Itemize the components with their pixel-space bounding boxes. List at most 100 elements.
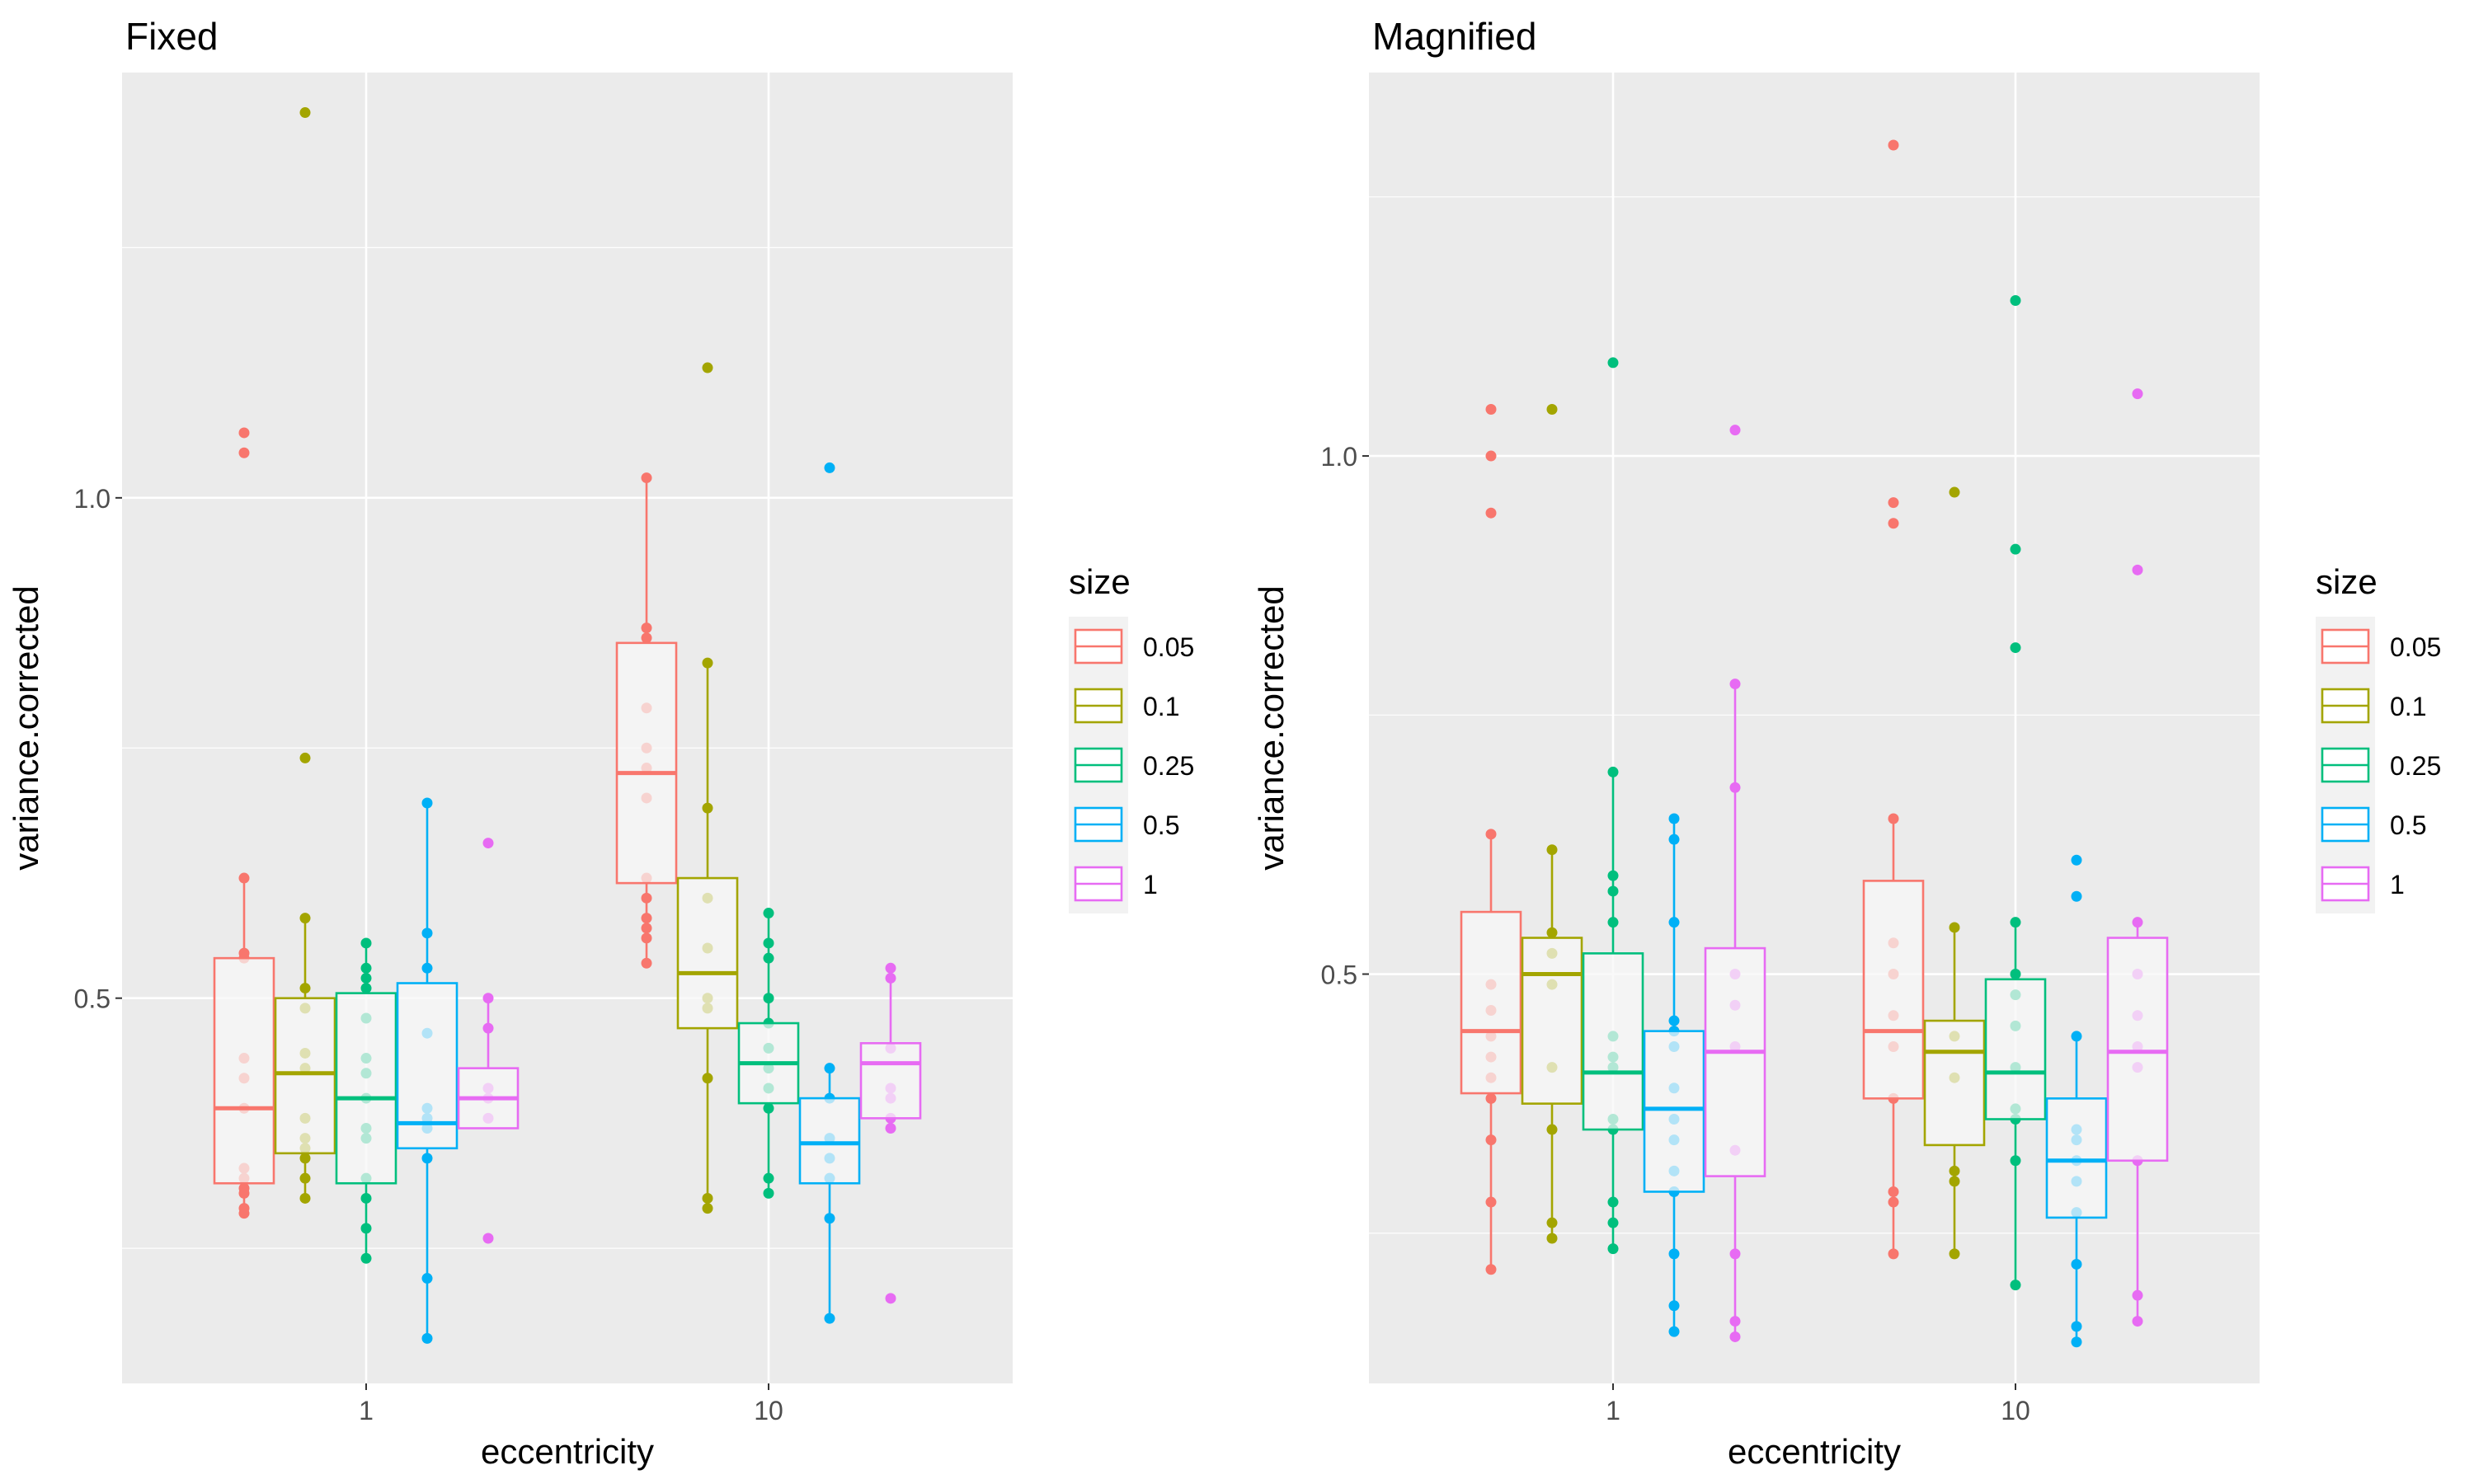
- data-point: [763, 1102, 774, 1114]
- data-point: [1888, 1186, 1899, 1197]
- data-point: [299, 1172, 311, 1184]
- data-point: [482, 993, 494, 1004]
- legend-item: 1: [1069, 854, 1158, 913]
- data-point: [2071, 854, 2082, 866]
- legend-item: 1: [2316, 854, 2405, 913]
- box: [798, 1097, 861, 1185]
- legend-label: 0.1: [2390, 692, 2426, 721]
- data-point: [1729, 1331, 1741, 1342]
- box-group: [2106, 388, 2169, 1327]
- data-point: [763, 993, 774, 1004]
- data-point: [641, 957, 652, 969]
- data-point: [641, 913, 652, 924]
- data-point: [299, 1192, 311, 1204]
- x-axis: 1 10: [1606, 1383, 2030, 1425]
- box-group: [2045, 854, 2108, 1348]
- legend-item: 0.5: [1069, 795, 1179, 854]
- data-point: [2071, 1321, 2082, 1332]
- data-point: [360, 962, 372, 974]
- data-point: [1546, 403, 1558, 415]
- legend-label: 0.5: [2390, 810, 2426, 840]
- legend-item: 0.25: [1069, 735, 1194, 795]
- data-point: [824, 1313, 835, 1324]
- data-point: [763, 1187, 774, 1199]
- data-point: [1485, 829, 1497, 840]
- data-point: [702, 362, 713, 373]
- box-group: [1704, 425, 1766, 1342]
- y-tick-label: 0.5: [1321, 960, 1357, 990]
- data-point: [360, 937, 372, 949]
- data-point: [763, 1172, 774, 1184]
- chart-fixed: Fixed 0.5 1.0 1 10 eccentricity variance.c…: [7, 15, 1194, 1471]
- chart-magnified: Magnified 0.5 1.0 1 10 eccentricity varian…: [1252, 15, 2441, 1471]
- box-group: [457, 838, 520, 1244]
- data-point: [824, 1213, 835, 1224]
- data-point: [1485, 1264, 1497, 1275]
- data-point: [1607, 870, 1619, 881]
- chart-title: Magnified: [1372, 15, 1536, 58]
- data-point: [1607, 1243, 1619, 1255]
- box: [1643, 1030, 1705, 1193]
- x-tick-label: 1: [359, 1396, 374, 1425]
- box: [1862, 880, 1925, 1100]
- data-point: [1668, 917, 1680, 928]
- data-point: [1949, 922, 1960, 933]
- data-point: [1949, 486, 1960, 498]
- legend-item: 0.1: [1069, 676, 1179, 735]
- legend-label: 1: [1143, 870, 1158, 899]
- box-group: [1582, 357, 1644, 1255]
- y-axis: 0.5 1.0: [74, 484, 122, 1014]
- data-point: [702, 657, 713, 669]
- box-group: [859, 962, 922, 1304]
- data-point: [238, 872, 250, 884]
- chart-marks: [213, 107, 922, 1344]
- box-group: [737, 908, 800, 1199]
- data-point: [2010, 1155, 2021, 1167]
- data-point: [763, 937, 774, 949]
- legend-item: 0.05: [2316, 617, 2441, 676]
- data-point: [2132, 917, 2143, 928]
- data-point: [238, 1208, 250, 1219]
- box-group: [615, 472, 678, 969]
- box-group: [274, 107, 336, 1204]
- data-point: [641, 932, 652, 944]
- data-point: [2071, 1336, 2082, 1348]
- data-point: [238, 1187, 250, 1199]
- data-point: [1729, 782, 1741, 793]
- data-point: [482, 838, 494, 849]
- box: [335, 992, 397, 1185]
- legend-title: size: [2316, 562, 2378, 601]
- legend-label: 0.05: [2390, 632, 2441, 662]
- data-point: [482, 1233, 494, 1244]
- data-point: [1485, 507, 1497, 519]
- y-axis-label: variance.corrected: [1252, 585, 1291, 871]
- y-axis-label: variance.corrected: [7, 585, 45, 871]
- x-axis: 1 10: [359, 1383, 783, 1425]
- data-point: [1888, 1248, 1899, 1260]
- data-point: [1485, 450, 1497, 462]
- data-point: [1607, 917, 1619, 928]
- data-point: [1607, 1196, 1619, 1208]
- box-group: [798, 462, 861, 1324]
- data-point: [702, 802, 713, 814]
- data-point: [1729, 425, 1741, 436]
- data-point: [299, 107, 311, 119]
- box-group: [213, 427, 275, 1219]
- data-point: [1546, 1124, 1558, 1135]
- y-tick-label: 1.0: [74, 484, 111, 514]
- legend-item: 0.5: [2316, 795, 2426, 854]
- box: [1460, 910, 1522, 1095]
- chart-marks: [1460, 139, 2169, 1348]
- data-point: [360, 1252, 372, 1264]
- plot-panel: [122, 73, 1013, 1383]
- data-point: [2071, 1258, 2082, 1270]
- legend-label: 0.25: [1143, 751, 1194, 781]
- data-point: [2132, 388, 2143, 400]
- data-point: [482, 1022, 494, 1034]
- data-point: [360, 983, 372, 994]
- y-tick-label: 1.0: [1321, 442, 1357, 472]
- data-point: [824, 462, 835, 473]
- box: [2106, 937, 2169, 1162]
- data-point: [1546, 927, 1558, 938]
- legend-item: 0.05: [1069, 617, 1194, 676]
